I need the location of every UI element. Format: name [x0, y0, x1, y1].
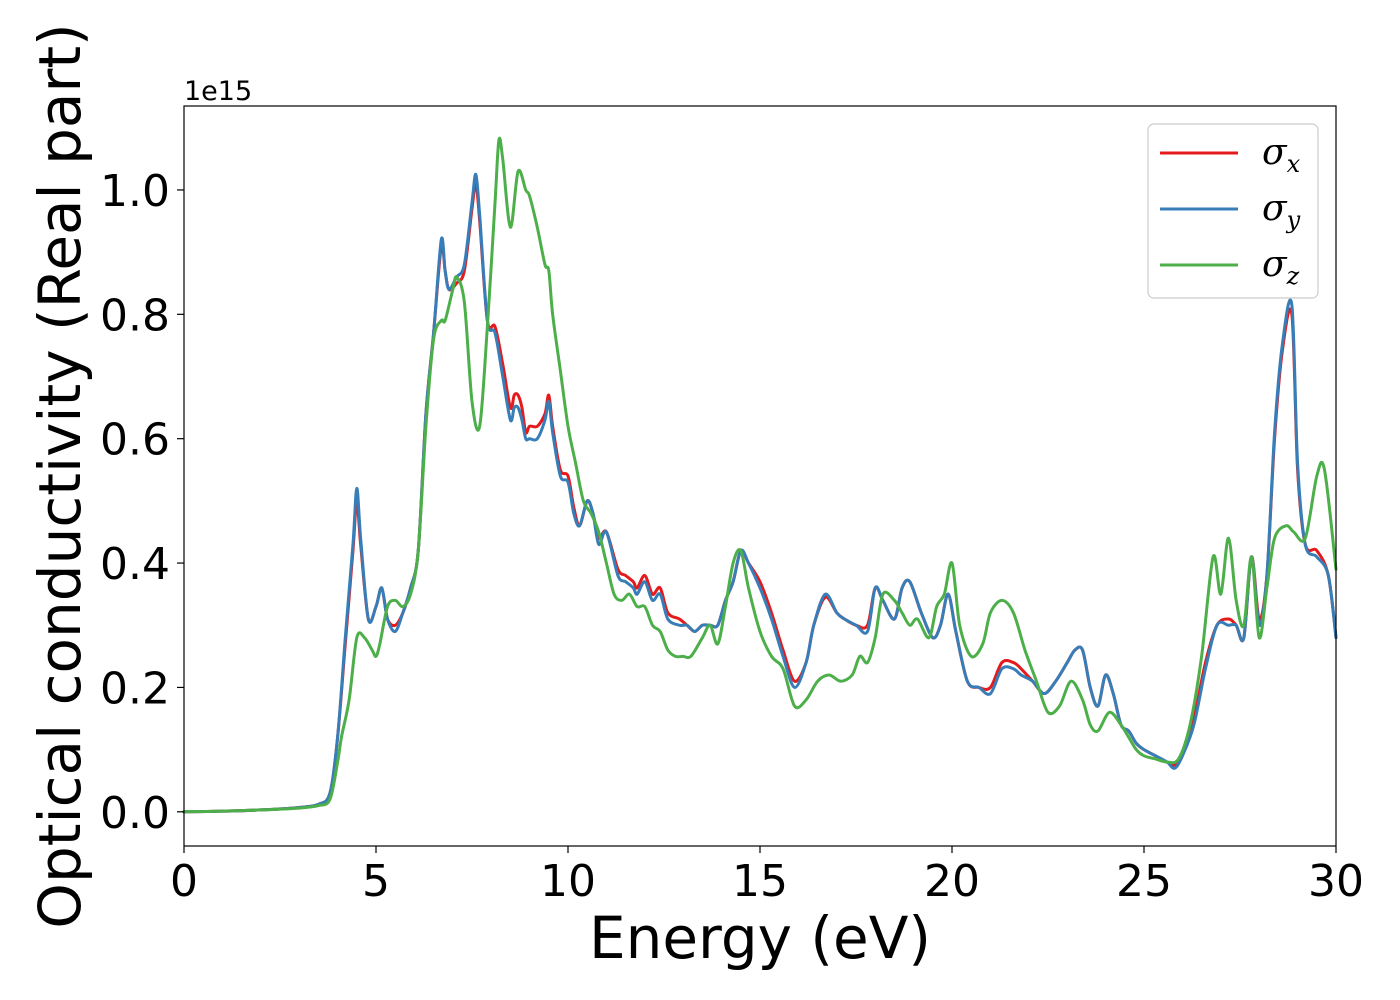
series-line-sigma-z	[182, 136, 1338, 814]
y-tick-label: 1.0	[100, 166, 170, 217]
y-offset-label: 1e15	[184, 76, 252, 107]
y-tick-label: 0.8	[100, 290, 170, 341]
x-tick-label: 10	[540, 856, 596, 907]
y-axis-title: Optical conductivity (Real part)	[26, 23, 94, 928]
x-tick-label: 15	[732, 856, 788, 907]
legend-label-sigma-x: σx	[1262, 132, 1301, 178]
legend-label-sigma-y: σy	[1262, 188, 1301, 234]
legend-box	[1147, 123, 1319, 299]
plot-area	[184, 106, 1336, 846]
x-tick-label: 30	[1308, 856, 1364, 907]
series-layer	[182, 136, 1338, 814]
x-tick-label: 0	[170, 856, 198, 907]
x-tick-label: 20	[924, 856, 980, 907]
y-tick-label: 0.4	[100, 539, 170, 590]
legend: σx σy σz	[1147, 123, 1319, 299]
y-tick-label: 0.0	[100, 788, 170, 839]
legend-label-sigma-z: σz	[1262, 244, 1300, 290]
x-tick-label: 5	[362, 856, 390, 907]
x-axis: 0 5 10 15 20 25 30	[170, 846, 1364, 907]
x-tick-label: 25	[1116, 856, 1172, 907]
y-axis: 0.0 0.2 0.4 0.6 0.8 1.0	[100, 166, 184, 839]
y-tick-label: 0.6	[100, 415, 170, 466]
x-axis-title: Energy (eV)	[589, 904, 931, 972]
legend-items: σx σy σz	[1160, 132, 1301, 290]
y-tick-label: 0.2	[100, 663, 170, 714]
